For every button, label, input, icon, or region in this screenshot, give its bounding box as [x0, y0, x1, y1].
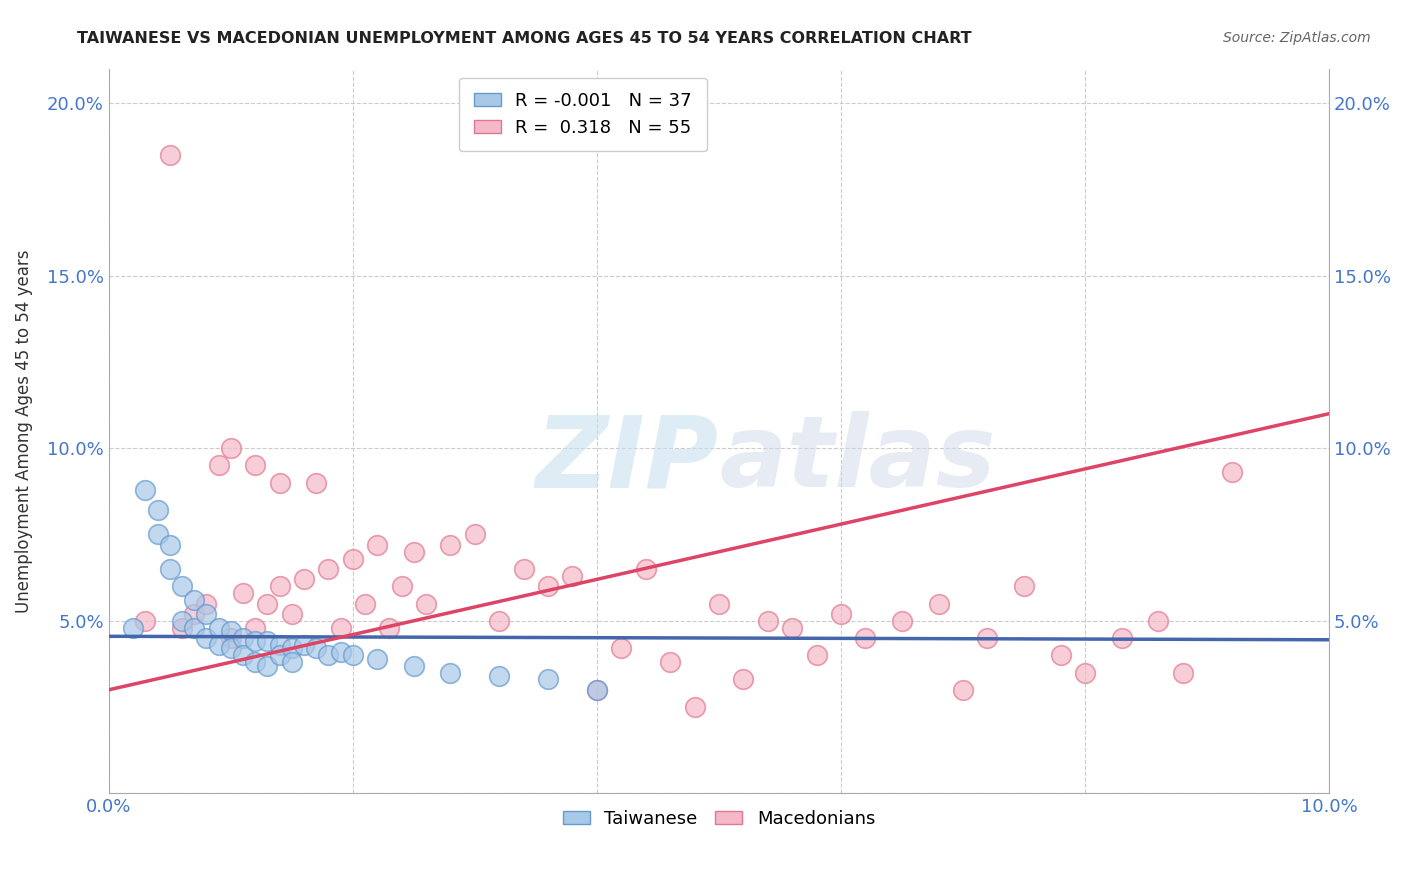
Point — [207, 638, 229, 652]
Point — [219, 624, 242, 639]
Point — [891, 614, 914, 628]
Point — [292, 572, 315, 586]
Point — [195, 607, 218, 621]
Point — [439, 665, 461, 680]
Point — [733, 673, 755, 687]
Point — [402, 545, 425, 559]
Point — [853, 631, 876, 645]
Point — [281, 607, 304, 621]
Point — [219, 641, 242, 656]
Point — [146, 503, 169, 517]
Point — [391, 579, 413, 593]
Point — [537, 673, 560, 687]
Text: ZIP: ZIP — [536, 411, 718, 508]
Point — [378, 621, 401, 635]
Point — [269, 648, 291, 663]
Text: atlas: atlas — [718, 411, 995, 508]
Point — [707, 597, 730, 611]
Point — [146, 527, 169, 541]
Point — [232, 631, 254, 645]
Point — [610, 641, 633, 656]
Point — [586, 682, 609, 697]
Point — [439, 538, 461, 552]
Point — [1012, 579, 1035, 593]
Point — [928, 597, 950, 611]
Point — [219, 631, 242, 645]
Point — [806, 648, 828, 663]
Point — [159, 538, 181, 552]
Point — [318, 562, 340, 576]
Point — [512, 562, 534, 576]
Point — [464, 527, 486, 541]
Point — [1111, 631, 1133, 645]
Point — [245, 458, 267, 473]
Point — [488, 669, 510, 683]
Point — [269, 579, 291, 593]
Point — [1171, 665, 1194, 680]
Point — [256, 597, 278, 611]
Point — [245, 634, 267, 648]
Point — [305, 475, 328, 490]
Point — [329, 621, 352, 635]
Point — [1049, 648, 1071, 663]
Point — [659, 655, 682, 669]
Point — [207, 458, 229, 473]
Point — [232, 586, 254, 600]
Point — [780, 621, 803, 635]
Point — [586, 682, 609, 697]
Point — [561, 569, 583, 583]
Point — [183, 621, 205, 635]
Legend: Taiwanese, Macedonians: Taiwanese, Macedonians — [555, 803, 883, 835]
Point — [354, 597, 377, 611]
Point — [256, 658, 278, 673]
Point — [342, 551, 364, 566]
Point — [488, 614, 510, 628]
Point — [634, 562, 657, 576]
Point — [183, 607, 205, 621]
Point — [756, 614, 779, 628]
Point — [1220, 466, 1243, 480]
Point — [159, 562, 181, 576]
Point — [1147, 614, 1170, 628]
Point — [256, 634, 278, 648]
Point — [1074, 665, 1097, 680]
Point — [245, 621, 267, 635]
Point — [195, 597, 218, 611]
Point — [952, 682, 974, 697]
Point — [415, 597, 437, 611]
Point — [195, 631, 218, 645]
Point — [183, 593, 205, 607]
Point — [134, 614, 156, 628]
Point — [342, 648, 364, 663]
Point — [976, 631, 998, 645]
Point — [830, 607, 852, 621]
Point — [134, 483, 156, 497]
Point — [219, 441, 242, 455]
Point — [305, 641, 328, 656]
Point — [683, 700, 706, 714]
Point — [122, 621, 145, 635]
Point — [170, 579, 193, 593]
Text: Source: ZipAtlas.com: Source: ZipAtlas.com — [1223, 31, 1371, 45]
Point — [232, 648, 254, 663]
Point — [269, 638, 291, 652]
Point — [329, 645, 352, 659]
Point — [318, 648, 340, 663]
Point — [537, 579, 560, 593]
Text: TAIWANESE VS MACEDONIAN UNEMPLOYMENT AMONG AGES 45 TO 54 YEARS CORRELATION CHART: TAIWANESE VS MACEDONIAN UNEMPLOYMENT AMO… — [77, 31, 972, 46]
Point — [207, 621, 229, 635]
Point — [170, 621, 193, 635]
Y-axis label: Unemployment Among Ages 45 to 54 years: Unemployment Among Ages 45 to 54 years — [15, 249, 32, 613]
Point — [170, 614, 193, 628]
Point — [402, 658, 425, 673]
Point — [281, 655, 304, 669]
Point — [366, 651, 388, 665]
Point — [245, 655, 267, 669]
Point — [281, 641, 304, 656]
Point — [159, 148, 181, 162]
Point — [366, 538, 388, 552]
Point — [292, 638, 315, 652]
Point — [269, 475, 291, 490]
